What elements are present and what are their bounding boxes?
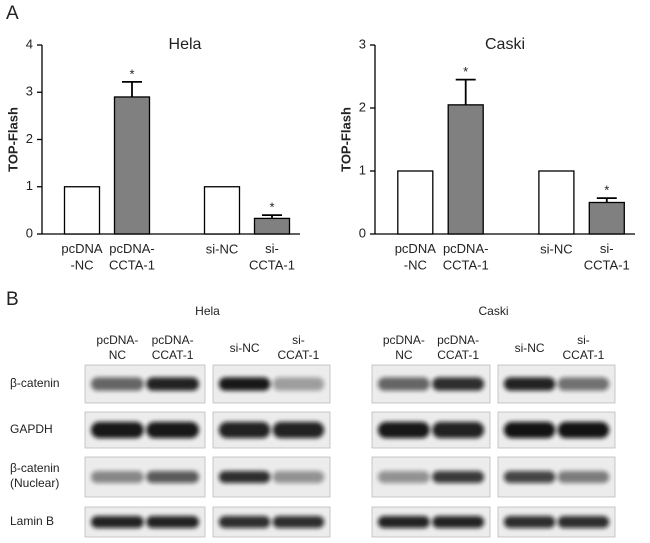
x-tick-label: pcDNA-CCTA-1 — [109, 241, 155, 272]
y-tick-label: 4 — [26, 36, 33, 51]
row-label: GAPDH — [10, 422, 53, 436]
bar — [588, 201, 625, 235]
blot-band — [91, 471, 144, 483]
blot-band — [557, 377, 610, 391]
chart-title: Hela — [169, 36, 202, 53]
blot-band — [146, 377, 199, 391]
blot-band — [557, 421, 610, 439]
lane-label: si-NC — [515, 341, 545, 355]
y-tick-label: 1 — [359, 162, 366, 177]
x-tick-label: pcDNA -NC — [61, 241, 103, 272]
y-tick-label: 3 — [26, 84, 33, 99]
blot-band — [146, 516, 199, 528]
blot-band — [218, 377, 271, 391]
blot-band — [218, 421, 271, 439]
y-tick-label: 2 — [26, 131, 33, 146]
blot-band — [557, 471, 610, 483]
annotation: * — [129, 66, 134, 81]
error-bar — [596, 197, 617, 203]
blot-band — [91, 421, 144, 439]
blot-band — [272, 516, 325, 528]
y-tick-label: 0 — [26, 225, 33, 240]
annotation: * — [463, 64, 468, 79]
blot-band — [432, 471, 485, 483]
y-tick-label: 2 — [359, 99, 366, 114]
blot-band — [557, 516, 610, 528]
blot-band — [503, 516, 556, 528]
row-label: β-catenin (Nuclear) — [10, 461, 60, 490]
blot-band — [503, 377, 556, 391]
y-tick-label: 3 — [359, 36, 366, 51]
y-tick-label: 0 — [359, 225, 366, 240]
bar — [63, 186, 101, 235]
chart-title: Caski — [485, 36, 525, 53]
panel-label: B — [6, 289, 19, 310]
y-axis-label: TOP-Flash — [5, 107, 20, 172]
lane-label: si-NC — [230, 341, 260, 355]
x-tick-label: si-CCTA-1 — [584, 241, 630, 272]
bar — [253, 217, 291, 235]
bar — [203, 186, 241, 235]
blot-band — [91, 516, 144, 528]
blot-band — [146, 421, 199, 439]
error-bar — [122, 80, 142, 97]
lane-label: si-CCAT-1 — [563, 333, 605, 362]
annotation: * — [269, 200, 274, 215]
blot-group-title: Caski — [478, 304, 508, 318]
error-bar — [262, 214, 282, 219]
blot-band — [377, 377, 430, 391]
blot-band — [272, 421, 325, 439]
blot-band — [503, 471, 556, 483]
bar — [113, 96, 151, 235]
blot-band — [377, 471, 430, 483]
lane-label: pcDNA-CCAT-1 — [152, 333, 194, 362]
blot-band — [432, 421, 485, 439]
blot-band — [432, 377, 485, 391]
bar — [447, 104, 484, 235]
error-bar — [455, 78, 476, 105]
lane-label: pcDNA-NC — [96, 333, 138, 362]
bar — [397, 170, 434, 235]
blot-band — [272, 471, 325, 483]
x-tick-label: si-CCTA-1 — [249, 241, 295, 272]
blot-band — [432, 516, 485, 528]
y-tick-label: 1 — [26, 178, 33, 193]
blot-band — [377, 421, 430, 439]
panel-label: A — [6, 3, 19, 24]
x-tick-label: si-NC — [540, 241, 573, 256]
blot-band — [91, 377, 144, 391]
blot-band — [377, 516, 430, 528]
blot-band — [146, 471, 199, 483]
blot-band — [503, 421, 556, 439]
y-axis-label: TOP-Flash — [338, 107, 353, 172]
row-label: Lamin B — [10, 514, 54, 528]
blot-band — [272, 377, 325, 391]
blot-band — [218, 471, 271, 483]
lane-label: pcDNA-NC — [383, 333, 425, 362]
blot-group-title: Hela — [195, 304, 220, 318]
blot-band — [218, 516, 271, 528]
x-tick-label: si-NC — [206, 241, 239, 256]
bar — [538, 170, 575, 235]
x-tick-label: pcDNA-CCTA-1 — [443, 241, 489, 272]
lane-label: si-CCAT-1 — [278, 333, 320, 362]
row-label: β-catenin — [10, 376, 60, 390]
x-tick-label: pcDNA -NC — [395, 241, 437, 272]
annotation: * — [604, 183, 609, 198]
lane-label: pcDNA-CCAT-1 — [437, 333, 479, 362]
